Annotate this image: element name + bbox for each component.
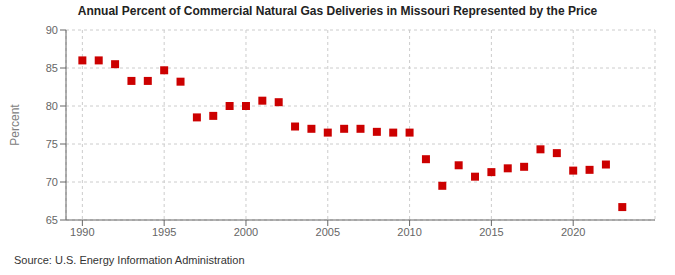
svg-text:2000: 2000 (234, 226, 258, 238)
svg-text:2005: 2005 (316, 226, 340, 238)
svg-text:80: 80 (46, 100, 58, 112)
svg-text:70: 70 (46, 176, 58, 188)
html-text:Source: U.S. Energy Informatio: Source: U.S. Energy Information Administ… (14, 254, 245, 266)
svg-text:1995: 1995 (152, 226, 176, 238)
html-text:Annual Percent of Commercial N: Annual Percent of Commercial Natural Gas… (77, 4, 598, 18)
svg-text:2010: 2010 (397, 226, 421, 238)
svg-text:90: 90 (46, 24, 58, 36)
svg-text:75: 75 (46, 138, 58, 150)
svg-text:1990: 1990 (70, 226, 94, 238)
svg-text:85: 85 (46, 62, 58, 74)
svg-text:2020: 2020 (561, 226, 585, 238)
svg-text:65: 65 (46, 214, 58, 226)
svg-text:2015: 2015 (479, 226, 503, 238)
svg-text:Percent: Percent (8, 104, 22, 146)
